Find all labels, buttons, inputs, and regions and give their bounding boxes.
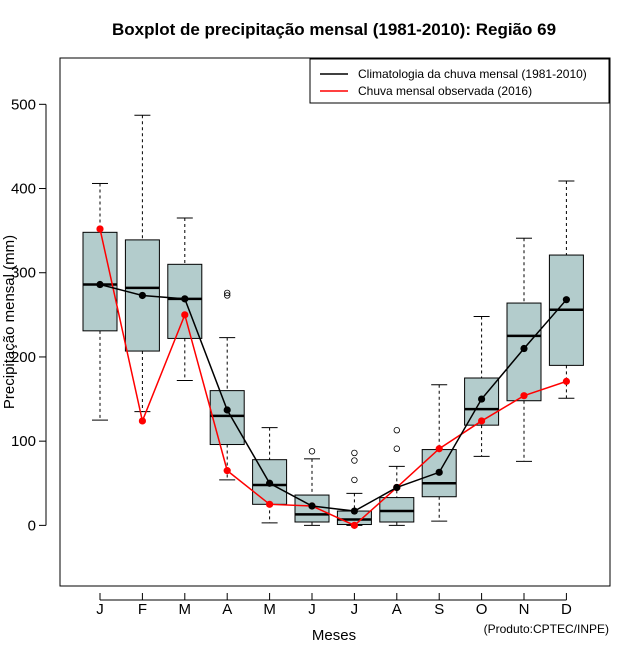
y-tick-label: 100	[11, 433, 36, 450]
series-point-climatology	[266, 479, 274, 487]
credit-text: (Produto:CPTEC/INPE)	[484, 622, 609, 636]
y-tick-label: 300	[11, 265, 36, 282]
legend-box	[309, 58, 610, 104]
box-6	[294, 448, 330, 526]
y-tick-label: 0	[28, 517, 36, 534]
outlier-point	[351, 457, 358, 464]
series-point-climatology	[350, 507, 358, 515]
series-point-observed	[350, 521, 358, 529]
plot-frame	[59, 57, 611, 587]
box-8	[379, 427, 415, 526]
x-tick-label: J	[351, 601, 359, 618]
legend-label-climatology: Climatologia da chuva mensal (1981-2010)	[358, 67, 587, 81]
y-tick-label: 200	[11, 349, 36, 366]
chart-title: Boxplot de precipitação mensal (1981-201…	[112, 20, 556, 39]
y-axis-label: Precipitação mensal (mm)	[1, 235, 18, 409]
series-line-climatology	[99, 283, 567, 512]
x-tick-label: S	[434, 601, 444, 618]
x-tick-label: J	[308, 601, 316, 618]
series-point-observed	[181, 311, 189, 319]
series-point-climatology	[393, 483, 401, 492]
box-body	[379, 497, 415, 523]
series-point-climatology	[478, 395, 486, 403]
y-tick-label: 400	[11, 181, 36, 198]
series-point-climatology	[96, 280, 104, 289]
series-point-observed	[223, 467, 231, 475]
legend: Climatologia da chuva mensal (1981-2010)…	[309, 58, 610, 104]
series-point-observed	[138, 417, 146, 425]
series-point-climatology	[435, 468, 443, 476]
legend-label-observed: Chuva mensal observada (2016)	[358, 84, 532, 98]
series-point-climatology	[181, 295, 189, 303]
series-lines	[96, 225, 571, 529]
series-point-observed	[562, 377, 571, 385]
box-body	[124, 239, 160, 352]
y-axis: 0 100 200 300 400 500	[11, 96, 47, 534]
box-body	[209, 390, 245, 446]
x-tick-label: J	[96, 601, 104, 618]
x-tick-label: M	[263, 601, 276, 618]
box-2	[124, 114, 160, 413]
outlier-point	[351, 449, 358, 457]
outlier-point	[351, 476, 358, 484]
outlier-point	[393, 427, 400, 434]
x-tick-label: M	[179, 601, 192, 618]
box-10	[464, 316, 500, 457]
x-tick-label: F	[138, 601, 147, 618]
outlier-point	[223, 289, 231, 297]
boxes-group	[82, 114, 584, 526]
x-tick-label: N	[519, 601, 530, 618]
series-line-observed	[99, 228, 567, 527]
box-4	[209, 289, 245, 481]
series-point-observed	[96, 225, 104, 233]
x-tick-label: D	[561, 601, 572, 618]
series-point-climatology	[138, 291, 146, 300]
box-5	[252, 427, 288, 524]
outlier-point	[393, 445, 400, 452]
x-tick-label: O	[476, 601, 488, 618]
outlier-point	[308, 448, 316, 455]
series-point-climatology	[223, 406, 231, 414]
outlier-point	[223, 292, 231, 299]
series-point-observed	[266, 500, 274, 508]
box-1	[82, 182, 118, 421]
series-point-observed	[435, 445, 443, 453]
series-point-climatology	[562, 296, 571, 304]
x-axis-label: Meses	[312, 627, 356, 644]
x-tick-label: A	[392, 601, 402, 618]
x-tick-label: A	[222, 601, 232, 618]
series-point-observed	[520, 392, 528, 400]
box-12	[548, 180, 584, 399]
series-point-observed	[478, 417, 486, 425]
series-point-climatology	[308, 502, 316, 510]
series-point-climatology	[520, 344, 528, 353]
y-tick-label: 500	[11, 96, 36, 113]
